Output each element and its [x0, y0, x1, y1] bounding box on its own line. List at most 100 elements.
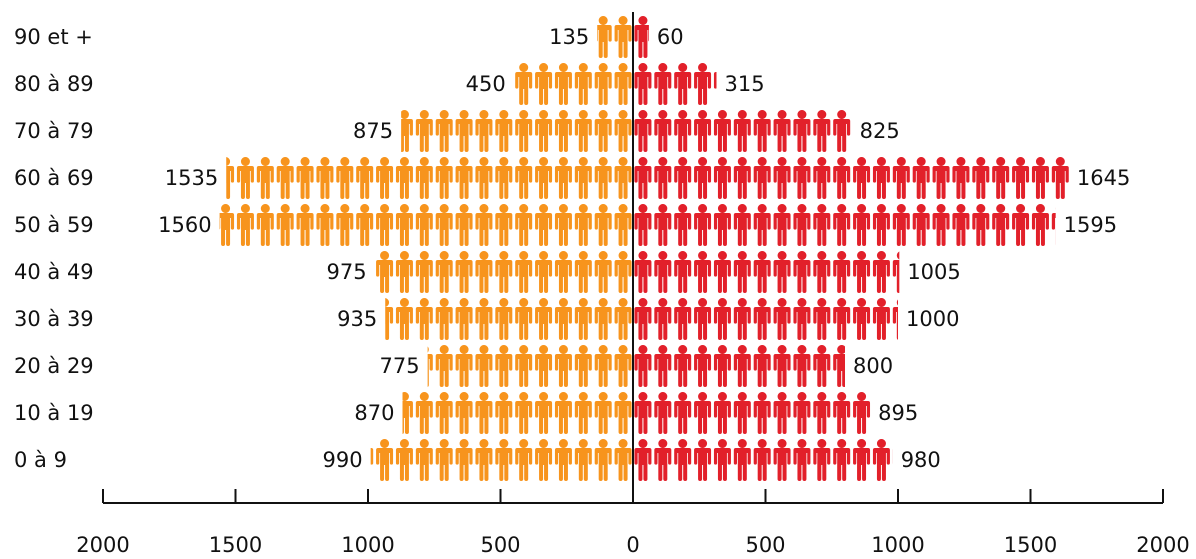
- person-icon: [634, 16, 649, 58]
- person-icon: [296, 204, 314, 246]
- person-icon: [753, 345, 771, 387]
- person-icon: [674, 251, 692, 293]
- person-icon: [236, 157, 254, 199]
- person-icon: [733, 204, 751, 246]
- person-icon: [872, 439, 890, 481]
- person-icon: [674, 204, 692, 246]
- person-icon: [455, 392, 473, 434]
- person-icon: [574, 157, 592, 199]
- value-labels-layer: 135 60 450 315 875 825 1535 1645 1560 1595 975 1005…: [158, 25, 1130, 472]
- person-icon: [972, 204, 990, 246]
- person-icon: [415, 157, 433, 199]
- value-label: 800: [853, 354, 893, 378]
- person-icon: [614, 392, 632, 434]
- x-tick-label: 500: [480, 533, 520, 557]
- person-icon: [713, 72, 717, 89]
- person-icon: [554, 110, 572, 152]
- person-icon: [674, 157, 692, 199]
- value-label: 1535: [165, 166, 218, 190]
- person-icon: [952, 157, 970, 199]
- person-icon: [912, 157, 930, 199]
- bar-left: [515, 63, 632, 105]
- person-icon: [674, 345, 692, 387]
- value-label: 980: [901, 448, 941, 472]
- person-icon: [427, 346, 433, 387]
- person-icon: [733, 251, 751, 293]
- person-icon: [415, 204, 433, 246]
- person-icon: [634, 345, 652, 387]
- person-icon: [753, 298, 771, 340]
- person-icon: [515, 204, 533, 246]
- person-icon: [892, 204, 910, 246]
- person-icon: [597, 16, 612, 58]
- person-icon: [574, 345, 592, 387]
- person-icon: [554, 251, 572, 293]
- person-icon: [992, 157, 1010, 199]
- value-label: 875: [353, 119, 393, 143]
- bar-left: [226, 157, 632, 199]
- person-icon: [1031, 204, 1049, 246]
- person-icon: [376, 204, 394, 246]
- person-icon: [694, 439, 712, 481]
- x-tick-label: 1500: [209, 533, 262, 557]
- person-icon: [713, 204, 731, 246]
- person-icon: [733, 298, 751, 340]
- person-icon: [753, 204, 771, 246]
- person-icon: [256, 204, 274, 246]
- person-icon: [594, 251, 612, 293]
- person-icon: [535, 251, 553, 293]
- person-icon: [356, 204, 374, 246]
- person-icon: [952, 204, 970, 246]
- person-icon: [853, 204, 871, 246]
- person-icon: [773, 251, 791, 293]
- person-icon: [793, 439, 811, 481]
- person-icon: [773, 298, 791, 340]
- person-icon: [853, 251, 871, 293]
- person-icon: [455, 439, 473, 481]
- person-icon: [694, 157, 712, 199]
- person-icon: [853, 298, 871, 340]
- person-icon: [376, 251, 394, 293]
- value-label: 60: [657, 25, 684, 49]
- x-tick-label: 2000: [1136, 533, 1189, 557]
- category-label: 30 à 39: [14, 307, 94, 331]
- person-icon: [554, 392, 572, 434]
- bar-left: [402, 392, 632, 434]
- bar-left: [376, 251, 632, 293]
- person-icon: [614, 63, 632, 105]
- value-label: 895: [878, 401, 918, 425]
- person-icon: [475, 392, 493, 434]
- person-icon: [515, 439, 533, 481]
- person-icon: [435, 439, 453, 481]
- value-label: 135: [549, 25, 589, 49]
- value-label: 1560: [158, 213, 211, 237]
- person-icon: [733, 392, 751, 434]
- person-icon: [932, 157, 950, 199]
- person-icon: [475, 110, 493, 152]
- person-icon: [515, 345, 533, 387]
- value-label: 315: [724, 72, 764, 96]
- person-icon: [475, 204, 493, 246]
- person-icon: [932, 204, 950, 246]
- person-icon: [694, 110, 712, 152]
- person-icon: [773, 345, 791, 387]
- person-icon: [872, 251, 890, 293]
- person-icon: [634, 204, 652, 246]
- person-icon: [773, 204, 791, 246]
- value-label: 870: [354, 401, 394, 425]
- person-icon: [753, 157, 771, 199]
- person-icon: [535, 204, 553, 246]
- person-icon: [1012, 204, 1030, 246]
- person-icon: [435, 251, 453, 293]
- person-icon: [554, 298, 572, 340]
- person-icon: [813, 110, 831, 152]
- person-icon: [336, 157, 354, 199]
- person-icon: [475, 298, 493, 340]
- person-icon: [634, 110, 652, 152]
- category-label: 80 à 89: [14, 72, 94, 96]
- person-icon: [972, 157, 990, 199]
- person-icon: [813, 298, 831, 340]
- person-icon: [892, 299, 898, 340]
- person-icon: [853, 392, 871, 434]
- bar-left: [401, 110, 632, 152]
